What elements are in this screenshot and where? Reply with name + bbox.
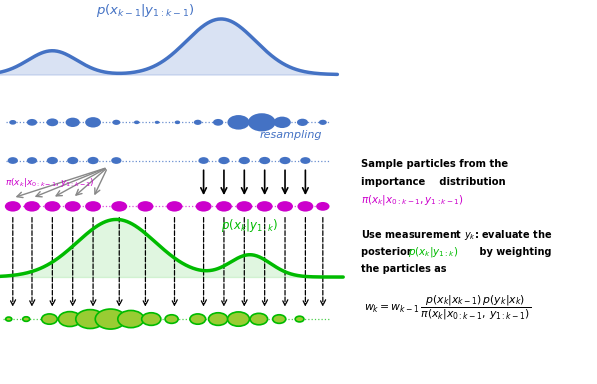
Circle shape xyxy=(111,201,127,212)
Text: $w_k = w_{k-1}\,\dfrac{p(x_k|x_{k-1})\,p(y_k|x_k)}{\pi(x_k|x_{0:k-1},\,y_{1:k-1}: $w_k = w_{k-1}\,\dfrac{p(x_k|x_{k-1})\,p… xyxy=(364,293,531,322)
Circle shape xyxy=(250,313,267,325)
Circle shape xyxy=(23,317,30,321)
Circle shape xyxy=(96,309,126,329)
Circle shape xyxy=(5,201,21,212)
Circle shape xyxy=(42,314,57,324)
Circle shape xyxy=(227,115,250,129)
Circle shape xyxy=(88,157,99,164)
Circle shape xyxy=(111,157,121,164)
Circle shape xyxy=(273,315,286,323)
Circle shape xyxy=(300,157,310,164)
Text: by weighting: by weighting xyxy=(476,247,551,257)
Text: the particles as: the particles as xyxy=(361,264,446,274)
Circle shape xyxy=(5,317,12,321)
Circle shape xyxy=(85,117,101,127)
Circle shape xyxy=(227,312,250,326)
Circle shape xyxy=(59,311,81,326)
Text: posterior: posterior xyxy=(361,247,415,257)
Circle shape xyxy=(76,310,104,329)
Circle shape xyxy=(67,157,78,164)
Circle shape xyxy=(155,121,159,124)
Circle shape xyxy=(8,157,18,164)
Circle shape xyxy=(112,120,120,125)
Circle shape xyxy=(239,157,250,164)
Circle shape xyxy=(64,201,81,212)
Text: $p(x_k|y_{1:k})$: $p(x_k|y_{1:k})$ xyxy=(408,245,459,259)
Circle shape xyxy=(44,201,60,212)
Circle shape xyxy=(167,201,183,212)
Circle shape xyxy=(257,201,273,212)
Circle shape xyxy=(219,157,229,164)
Text: $\pi(x_k|x_{0:k-1}, y_{1:k-1})$: $\pi(x_k|x_{0:k-1}, y_{1:k-1})$ xyxy=(361,193,464,207)
Text: $p(x_k|y_{1:k})$: $p(x_k|y_{1:k})$ xyxy=(221,217,278,234)
Text: Sample particles from the: Sample particles from the xyxy=(361,159,508,169)
Text: importance    distribution: importance distribution xyxy=(361,177,505,187)
Circle shape xyxy=(208,313,227,325)
Circle shape xyxy=(273,117,291,128)
Text: Use measurement $y_k$: evaluate the: Use measurement $y_k$: evaluate the xyxy=(361,228,552,242)
Circle shape xyxy=(141,313,161,325)
Circle shape xyxy=(47,118,59,126)
Circle shape xyxy=(165,315,178,323)
Circle shape xyxy=(277,201,293,212)
Circle shape xyxy=(66,118,80,127)
Circle shape xyxy=(194,120,202,125)
Circle shape xyxy=(175,121,180,124)
Circle shape xyxy=(297,201,313,212)
Circle shape xyxy=(137,201,153,212)
Text: $p(x_{k-1}|y_{1:k-1})$: $p(x_{k-1}|y_{1:k-1})$ xyxy=(96,2,195,19)
Circle shape xyxy=(236,201,253,212)
Circle shape xyxy=(24,201,40,212)
Circle shape xyxy=(316,202,330,211)
Circle shape xyxy=(85,201,101,212)
Circle shape xyxy=(47,157,58,164)
Circle shape xyxy=(198,157,209,164)
Circle shape xyxy=(134,121,140,124)
Circle shape xyxy=(295,316,304,322)
Circle shape xyxy=(279,157,291,164)
Circle shape xyxy=(118,311,144,328)
Text: resampling: resampling xyxy=(260,130,322,140)
Text: $\pi(x_k|x_{0:k-1}, y_{1:k-1})$: $\pi(x_k|x_{0:k-1}, y_{1:k-1})$ xyxy=(5,176,94,189)
Circle shape xyxy=(297,119,308,126)
Circle shape xyxy=(27,157,37,164)
Circle shape xyxy=(248,113,276,131)
Circle shape xyxy=(27,119,37,126)
Circle shape xyxy=(190,314,205,324)
Circle shape xyxy=(259,157,270,164)
Circle shape xyxy=(196,201,211,212)
Circle shape xyxy=(319,120,327,125)
Circle shape xyxy=(213,119,223,126)
Circle shape xyxy=(9,120,16,125)
Circle shape xyxy=(216,201,232,212)
